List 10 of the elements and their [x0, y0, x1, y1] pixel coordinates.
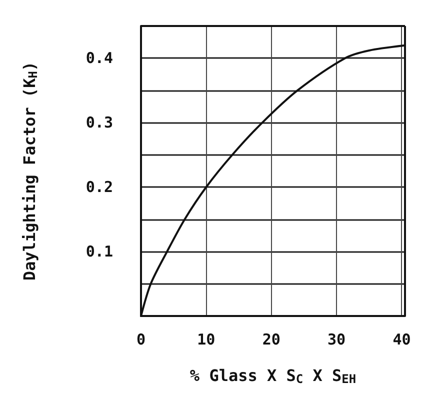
- x-tick-label: 0: [136, 330, 146, 348]
- y-tick-label: 0.4: [86, 49, 113, 68]
- x-tick-label: 30: [328, 330, 346, 348]
- y-axis-title: Daylighting Factor (KH): [20, 61, 40, 281]
- y-tick-label: 0.2: [86, 178, 113, 196]
- x-tick-label: 40: [392, 330, 411, 348]
- x-tick-label: 10: [197, 330, 216, 348]
- text: 0.1: [86, 242, 113, 261]
- y-tick-label: 0.3: [86, 114, 113, 132]
- x-tick-label: 20: [262, 330, 280, 348]
